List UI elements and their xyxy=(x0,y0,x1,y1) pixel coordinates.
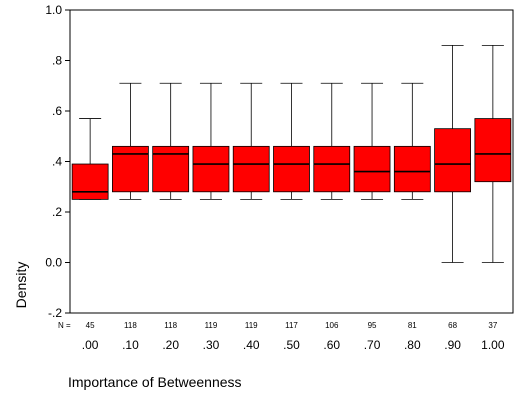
box-7 xyxy=(353,82,391,200)
y-tick-label: .8 xyxy=(52,54,62,68)
x-category-label: .50 xyxy=(283,338,300,352)
box-iqr xyxy=(474,118,512,183)
y-axis-title: Density xyxy=(13,262,29,309)
y-tick-label: 1.0 xyxy=(45,3,62,17)
x-category-label: .40 xyxy=(243,338,260,352)
x-category-label: .30 xyxy=(203,338,220,352)
x-category-label: 1.00 xyxy=(481,338,505,352)
x-axis: .00 .10 .20 .30 .40 .50 .60 .70 .80 .90 1.00 xyxy=(82,338,505,352)
box-5 xyxy=(273,82,310,200)
box-6 xyxy=(313,82,351,200)
box-0 xyxy=(71,118,109,200)
box-iqr xyxy=(273,145,310,193)
y-axis: 1.0 .8 .6 .4 .2 0.0 -.2 xyxy=(45,3,70,320)
n-label: 106 xyxy=(325,321,339,330)
box-1 xyxy=(112,82,149,200)
y-tick-label: -.2 xyxy=(48,306,62,320)
box-8 xyxy=(393,82,431,200)
x-category-label: .90 xyxy=(444,338,461,352)
n-label: 117 xyxy=(285,321,298,330)
n-label: 119 xyxy=(205,321,218,330)
x-category-label: .10 xyxy=(122,338,139,352)
x-axis-title: Importance of Betweenness xyxy=(68,374,242,390)
x-category-label: .80 xyxy=(404,338,421,352)
box-iqr xyxy=(71,163,109,200)
box-4 xyxy=(232,82,270,200)
x-category-label: .20 xyxy=(162,338,179,352)
n-label: 37 xyxy=(488,321,497,330)
n-label: 118 xyxy=(164,321,177,330)
box-10 xyxy=(474,44,512,263)
box-iqr xyxy=(313,145,351,193)
n-label: 45 xyxy=(86,321,95,330)
n-label: 95 xyxy=(368,321,377,330)
x-category-label: .00 xyxy=(82,338,99,352)
y-tick-label: .4 xyxy=(52,155,62,169)
n-label: 81 xyxy=(408,321,417,330)
box-series xyxy=(71,44,512,263)
box-iqr xyxy=(434,128,471,193)
n-label: 119 xyxy=(245,321,258,330)
box-2 xyxy=(152,82,190,200)
n-label: 68 xyxy=(448,321,457,330)
x-category-label: .70 xyxy=(364,338,381,352)
box-iqr xyxy=(192,145,230,193)
box-9 xyxy=(434,44,471,263)
box-iqr xyxy=(232,145,270,193)
x-category-label: .60 xyxy=(323,338,340,352)
box-iqr xyxy=(393,145,431,193)
n-label: 118 xyxy=(124,321,137,330)
box-iqr xyxy=(353,145,391,193)
box-3 xyxy=(192,82,230,200)
y-tick-label: .6 xyxy=(52,104,62,118)
y-tick-label: .2 xyxy=(52,205,62,219)
n-row: N = 45 118 118 119 119 117 106 95 81 68 37 xyxy=(58,321,498,330)
y-tick-label: 0.0 xyxy=(45,256,62,270)
n-prefix-label: N = xyxy=(58,321,71,330)
